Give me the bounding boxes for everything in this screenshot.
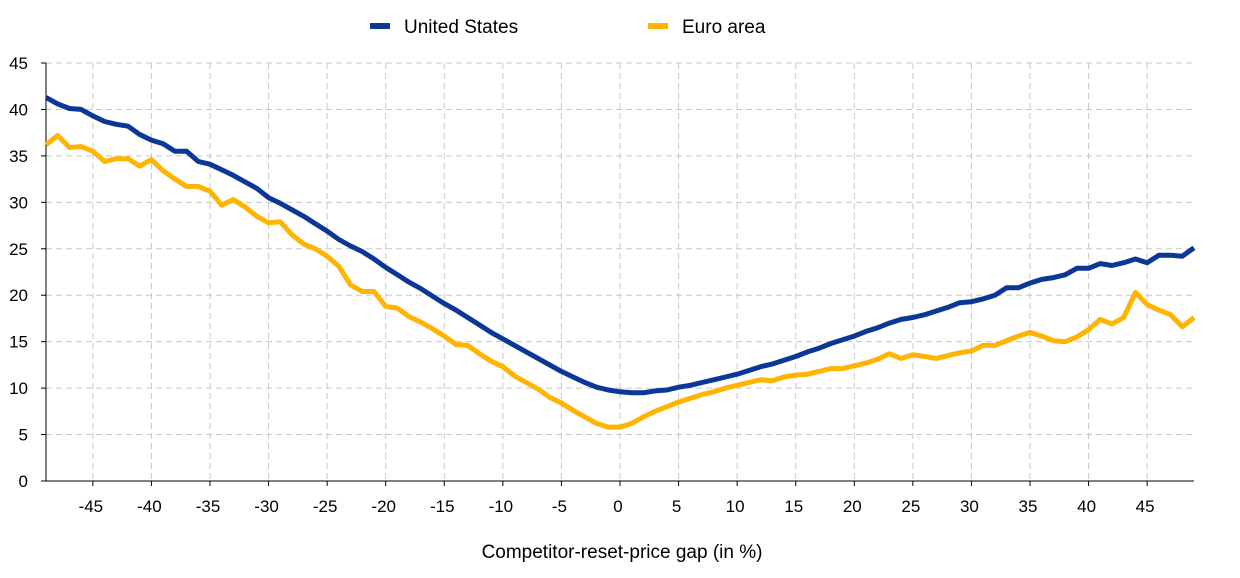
y-tick-label: 5 xyxy=(19,426,28,445)
x-tick-label: -5 xyxy=(552,497,567,516)
x-tick-label: 40 xyxy=(1077,497,1096,516)
y-tick-label: 0 xyxy=(19,472,28,491)
x-tick-label: -35 xyxy=(196,497,221,516)
x-tick-label: -30 xyxy=(254,497,279,516)
legend: United States Euro area xyxy=(370,17,766,38)
x-tick-label: 15 xyxy=(784,497,803,516)
y-tick-labels: 0 5 10 15 20 25 30 35 40 45 xyxy=(9,54,28,491)
x-tick-label: -25 xyxy=(313,497,338,516)
legend-label-united-states: United States xyxy=(404,17,518,38)
series-line-euro-area xyxy=(44,133,1196,430)
x-tick-label: 30 xyxy=(960,497,979,516)
x-tick-label: 35 xyxy=(1019,497,1038,516)
x-tick-label: 0 xyxy=(613,497,622,516)
y-tick-label: 15 xyxy=(9,333,28,352)
x-tick-label: 45 xyxy=(1136,497,1155,516)
legend-item-euro-area: Euro area xyxy=(648,17,766,38)
x-tick-label: 5 xyxy=(672,497,681,516)
series-line-united-states xyxy=(44,95,1196,396)
y-tick-label: 20 xyxy=(9,286,28,305)
axes xyxy=(41,62,1194,486)
x-tick-label: 25 xyxy=(901,497,920,516)
x-tick-label: 10 xyxy=(726,497,745,516)
legend-item-united-states: United States xyxy=(370,17,518,38)
x-tick-label: -10 xyxy=(489,497,514,516)
y-tick-label: 45 xyxy=(9,54,28,73)
x-tick-label: -45 xyxy=(79,497,104,516)
series-lines xyxy=(44,95,1196,430)
y-tick-label: 25 xyxy=(9,240,28,259)
gridlines xyxy=(46,62,1194,481)
x-tick-label: 20 xyxy=(843,497,862,516)
x-axis-label: Competitor-reset-price gap (in %) xyxy=(482,542,763,563)
x-tick-labels: -45 -40 -35 -30 -25 -20 -15 -10 -5 0 5 10 15 20 25 30 35… xyxy=(79,497,1155,516)
x-tick-label: -15 xyxy=(430,497,455,516)
y-tick-label: 40 xyxy=(9,100,28,119)
y-tick-label: 30 xyxy=(9,193,28,212)
y-tick-label: 35 xyxy=(9,147,28,166)
legend-label-euro-area: Euro area xyxy=(682,17,766,38)
x-tick-label: -20 xyxy=(371,497,396,516)
y-tick-label: 10 xyxy=(9,379,28,398)
x-tick-label: -40 xyxy=(137,497,162,516)
